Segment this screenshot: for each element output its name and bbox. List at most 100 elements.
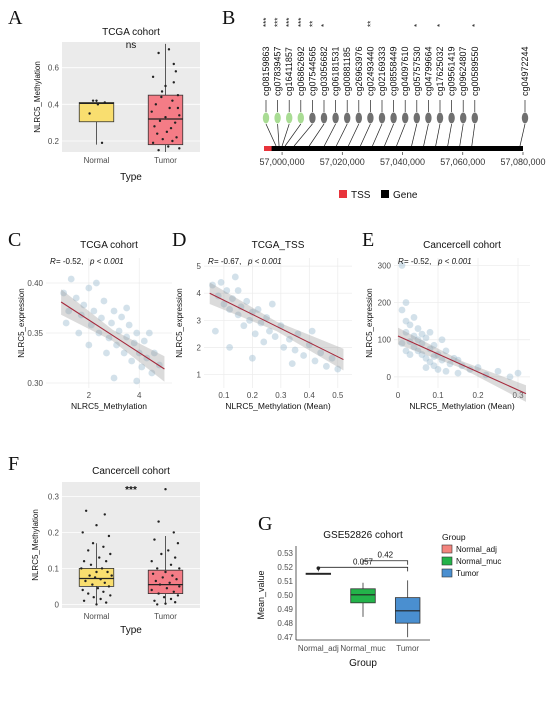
data-point: [169, 126, 173, 130]
probe-label: cg04972244: [520, 46, 530, 96]
data-point: [84, 579, 87, 583]
x-tick-label: Normal_adj: [298, 644, 339, 653]
data-point: [62, 319, 70, 327]
x-tick-label: 0.2: [472, 391, 484, 400]
legend-label: Normal_adj: [456, 545, 497, 554]
probe-marker: [344, 112, 351, 124]
data-point: [153, 538, 156, 541]
data-point: [334, 365, 342, 373]
data-point: [95, 329, 103, 337]
data-point: [157, 592, 160, 595]
data-point: [446, 360, 454, 368]
data-point: [164, 115, 167, 119]
y-tick-label: 0.49: [277, 605, 293, 614]
data-point: [442, 367, 450, 375]
y-tick-label: 0.47: [277, 633, 293, 642]
plot-background: [204, 258, 352, 388]
y-tick-label: 2: [197, 343, 202, 352]
y-tick-label: 0.35: [27, 329, 43, 338]
data-point: [418, 340, 426, 347]
probe-label: cg16411857: [284, 47, 294, 96]
data-point: [150, 588, 153, 592]
data-point: [410, 343, 418, 351]
probe-connector: [265, 123, 277, 147]
data-point: [220, 300, 228, 308]
data-point: [167, 145, 170, 148]
probe-connector: [293, 123, 313, 147]
probe-label: cg26963976: [354, 46, 364, 96]
y-tick-label: 0.40: [27, 279, 43, 288]
data-point: [151, 141, 155, 145]
y-tick-label: 200: [378, 299, 392, 308]
x-tick-label: 57,080,000: [500, 157, 545, 167]
data-point: [438, 356, 446, 364]
data-point: [80, 567, 83, 570]
probe-label: cg00589550: [470, 46, 480, 96]
x-tick-label: 2: [87, 391, 92, 400]
panel-letter: E: [362, 229, 374, 251]
probe-connector: [519, 123, 526, 147]
data-point: [85, 341, 93, 349]
y-tick-label: 0.4: [48, 100, 60, 109]
data-point: [178, 147, 181, 150]
y-tick-label: 0.50: [277, 591, 293, 600]
probe-connector: [459, 123, 464, 147]
data-point: [164, 602, 167, 605]
data-point: [214, 292, 222, 300]
legend-swatch: [441, 568, 453, 578]
data-point: [160, 95, 163, 99]
y-axis-label: NLRC5_expression: [175, 288, 184, 357]
plot-background: [46, 258, 172, 388]
y-tick-label: 0.53: [277, 549, 293, 558]
data-point: [157, 51, 160, 55]
x-tick-label: 0.3: [275, 391, 287, 400]
significance-star: ***: [262, 18, 271, 27]
data-point: [130, 339, 138, 347]
legend-gene-swatch: [381, 190, 389, 198]
data-point: [168, 106, 171, 110]
panel-letter: C: [8, 229, 21, 251]
probe-marker: [413, 112, 420, 124]
box-normal_muc: [350, 588, 376, 604]
data-point: [153, 125, 156, 128]
data-point: [91, 99, 95, 102]
data-point: [93, 576, 97, 579]
data-point: [99, 597, 102, 601]
tss-bar: [264, 146, 272, 151]
data-point: [308, 327, 316, 335]
data-point: [157, 148, 160, 152]
data-point: [169, 563, 173, 566]
data-point: [85, 284, 93, 292]
data-point: [231, 273, 239, 281]
data-point: [172, 590, 175, 593]
data-point: [81, 588, 84, 592]
data-point: [402, 347, 410, 355]
data-point: [161, 576, 164, 579]
data-point: [158, 583, 162, 586]
probe-label: cg06181531: [331, 46, 341, 96]
data-point: [103, 513, 106, 516]
data-point: [156, 567, 159, 570]
probe-marker: [521, 112, 529, 124]
y-tick-label: 100: [378, 336, 392, 345]
data-point: [175, 136, 178, 139]
data-point: [406, 321, 414, 329]
data-point: [145, 329, 153, 337]
y-tick-label: 4: [197, 289, 202, 298]
chart-title: TCGA cohort: [102, 27, 160, 38]
data-point: [240, 322, 248, 330]
data-point: [81, 531, 84, 534]
data-point: [115, 327, 123, 335]
y-tick-label: 0.1: [48, 564, 60, 573]
data-point: [100, 567, 104, 570]
legend-tss-swatch: [339, 190, 347, 198]
data-point: [110, 574, 113, 577]
x-tick-label: Normal_muc: [340, 644, 385, 653]
data-point: [430, 341, 438, 349]
stat-p-value: p < 0.001: [247, 257, 282, 266]
data-point: [164, 488, 167, 491]
data-point: [100, 297, 108, 305]
data-point: [109, 552, 112, 556]
panel-b: cg08159863***cg07839457***cg16411857***c…: [260, 18, 546, 201]
data-point: [105, 334, 113, 342]
